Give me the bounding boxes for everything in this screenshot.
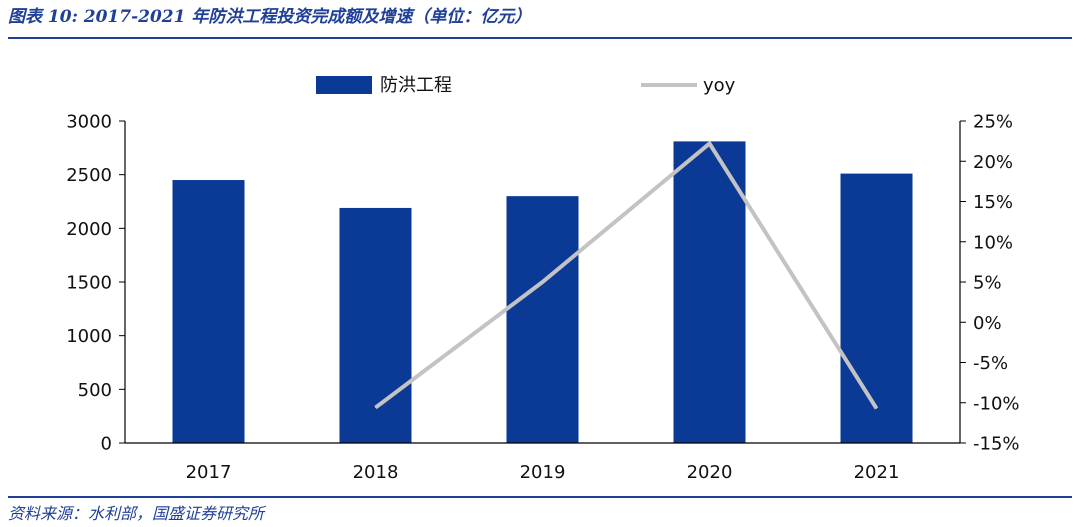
yoy-point: [709, 143, 710, 145]
bar-2019: [506, 196, 579, 443]
x-tick-label: 2021: [854, 462, 900, 483]
left-tick-label: 1000: [66, 326, 112, 347]
left-tick-label: 1500: [66, 273, 112, 294]
right-y-axis: -15% -10% -5% 0% 5% 10% 15% 20% 25%: [959, 112, 1020, 455]
right-tick-label: 15%: [973, 192, 1013, 213]
yoy-point: [375, 407, 376, 409]
right-tick-label: -5%: [973, 353, 1008, 374]
right-tick-label: 25%: [973, 112, 1013, 133]
right-tick-label: -10%: [973, 393, 1020, 414]
source-note: 资料来源：水利部，国盛证券研究所: [8, 504, 265, 523]
yoy-line: [374, 140, 879, 410]
left-tick-label: 2500: [66, 165, 112, 186]
left-y-axis: 0 500 1000 1500 2000 2500 3000: [66, 112, 126, 455]
x-tick-label: 2019: [520, 462, 566, 483]
yoy-point: [876, 407, 877, 409]
x-tick-label: 2017: [186, 462, 232, 483]
yoy-point: [542, 281, 543, 283]
legend-swatch-bar: [316, 76, 372, 94]
chart-legend: 防洪工程 yoy: [316, 75, 736, 96]
right-tick-label: -15%: [973, 434, 1020, 455]
bar-2021: [840, 173, 913, 444]
legend-label-bar: 防洪工程: [380, 75, 452, 96]
bar-series: [172, 141, 913, 444]
bar-2018: [339, 207, 412, 443]
right-tick-label: 0%: [973, 313, 1002, 334]
bar-2020: [673, 141, 746, 444]
source-divider: [8, 496, 1072, 498]
title-divider: [8, 37, 1072, 39]
x-tick-label: 2018: [353, 462, 399, 483]
bar-2017: [172, 180, 245, 444]
right-tick-label: 10%: [973, 232, 1013, 253]
legend-label-line: yoy: [703, 75, 736, 96]
left-tick-label: 3000: [66, 112, 112, 133]
left-tick-label: 2000: [66, 219, 112, 240]
figure-title: 图表 10: 2017-2021 年防洪工程投资完成额及增速（单位：亿元）: [8, 7, 532, 27]
right-tick-label: 20%: [973, 152, 1013, 173]
x-axis: 2017 2018 2019 2020 2021: [125, 442, 960, 483]
right-tick-label: 5%: [973, 273, 1002, 294]
left-tick-label: 0: [101, 434, 112, 455]
left-tick-label: 500: [78, 380, 112, 401]
line-series: [374, 140, 879, 410]
x-tick-label: 2020: [687, 462, 733, 483]
